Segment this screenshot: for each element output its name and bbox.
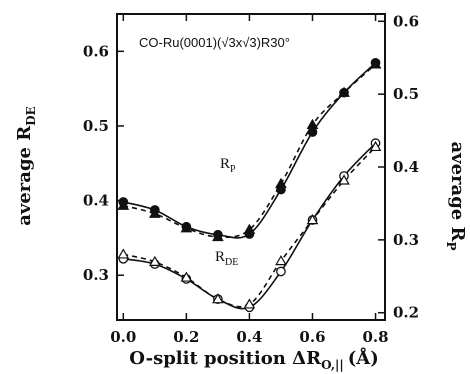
- data-point: [243, 223, 256, 234]
- series-line-0: [123, 62, 377, 239]
- data-point: [117, 199, 130, 210]
- data-point: [180, 271, 193, 282]
- data-point: [149, 207, 161, 218]
- series-lines: [123, 62, 377, 310]
- y-right-tick-label: 0.3: [393, 231, 419, 249]
- x-tick-label: 0.4: [236, 328, 262, 346]
- y-left-tick-label: 0.6: [83, 42, 109, 60]
- y-left-tick-label: 0.3: [83, 266, 109, 284]
- series-line-1: [123, 63, 377, 238]
- data-point: [243, 298, 256, 309]
- data-point: [369, 58, 382, 69]
- y-right-tick-label: 0.5: [393, 85, 419, 103]
- annotation-rp: RP: [220, 156, 236, 175]
- data-point: [306, 213, 319, 225]
- y-right-tick-label: 0.2: [393, 304, 419, 322]
- plot-frame: [116, 13, 386, 321]
- data-point: [276, 266, 286, 277]
- y-axis-label-left: average RDE: [14, 106, 38, 226]
- data-point: [212, 293, 224, 304]
- tick-layer: 0.0 0.2 0.4 0.6 0.8 0.3 0.4 0.5 0.6 0.2 0.3 0.4 0.5 0…: [83, 12, 419, 346]
- data-point: [307, 127, 318, 137]
- data-point: [180, 222, 193, 233]
- x-tick-label: 0.0: [110, 328, 136, 346]
- data-point: [149, 255, 161, 266]
- y-right-tick-label: 0.4: [393, 158, 419, 176]
- y-right-tick-label: 0.6: [393, 12, 419, 30]
- annotation-rde: RDE: [215, 249, 238, 268]
- y-left-tick-label: 0.5: [83, 117, 109, 135]
- y-left-tick-label: 0.4: [83, 192, 109, 210]
- frame-layer: [116, 13, 386, 321]
- data-point: [338, 174, 350, 185]
- chart-title: CO-Ru(0001)(√3x√3)R30°: [139, 35, 290, 50]
- x-tick-label: 0.6: [299, 328, 325, 346]
- data-point: [369, 140, 382, 152]
- x-tick-label: 0.2: [173, 328, 199, 346]
- data-point: [275, 255, 287, 266]
- series-markers: [117, 57, 382, 313]
- data-point: [117, 248, 130, 259]
- y-axis-label-right: average RP: [444, 141, 468, 250]
- data-point: [212, 230, 224, 242]
- data-point: [338, 86, 350, 97]
- data-point: [275, 177, 287, 188]
- data-point: [306, 118, 319, 129]
- x-axis-label: O-split position ΔRO,|| (Å): [129, 346, 378, 372]
- x-tick-label: 0.8: [362, 328, 388, 346]
